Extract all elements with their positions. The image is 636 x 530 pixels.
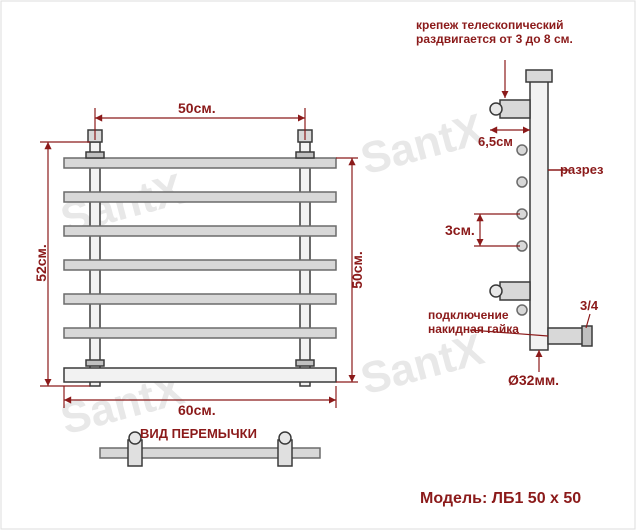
front-view (64, 130, 336, 386)
dim-rail-pitch: 3см. (445, 222, 475, 238)
note-connection-1: подключение (428, 308, 509, 322)
dim-width-top: 50см. (178, 100, 216, 116)
dim-width-bottom: 60см. (178, 402, 216, 418)
note-telescopic-1: крепеж телескопический (416, 18, 564, 32)
diagram-svg (0, 0, 636, 530)
note-telescopic-2: раздвигается от 3 до 8 см. (416, 32, 573, 46)
note-connection-2: накидная гайка (428, 322, 519, 336)
dim-height-left: 52см. (33, 244, 49, 282)
dim-height-right: 50см. (349, 251, 365, 289)
dim-bracket-depth: 6,5см (478, 134, 513, 149)
dim-diameter: Ø32мм. (508, 372, 559, 388)
dim-thread: 3/4 (580, 298, 598, 313)
note-section: разрез (560, 162, 603, 177)
diagram-canvas: SantX SantX SantX SantX (0, 0, 636, 530)
crossbar-title: ВИД ПЕРЕМЫЧКИ (140, 426, 257, 441)
model-label: Модель: ЛБ1 50 х 50 (420, 490, 581, 508)
